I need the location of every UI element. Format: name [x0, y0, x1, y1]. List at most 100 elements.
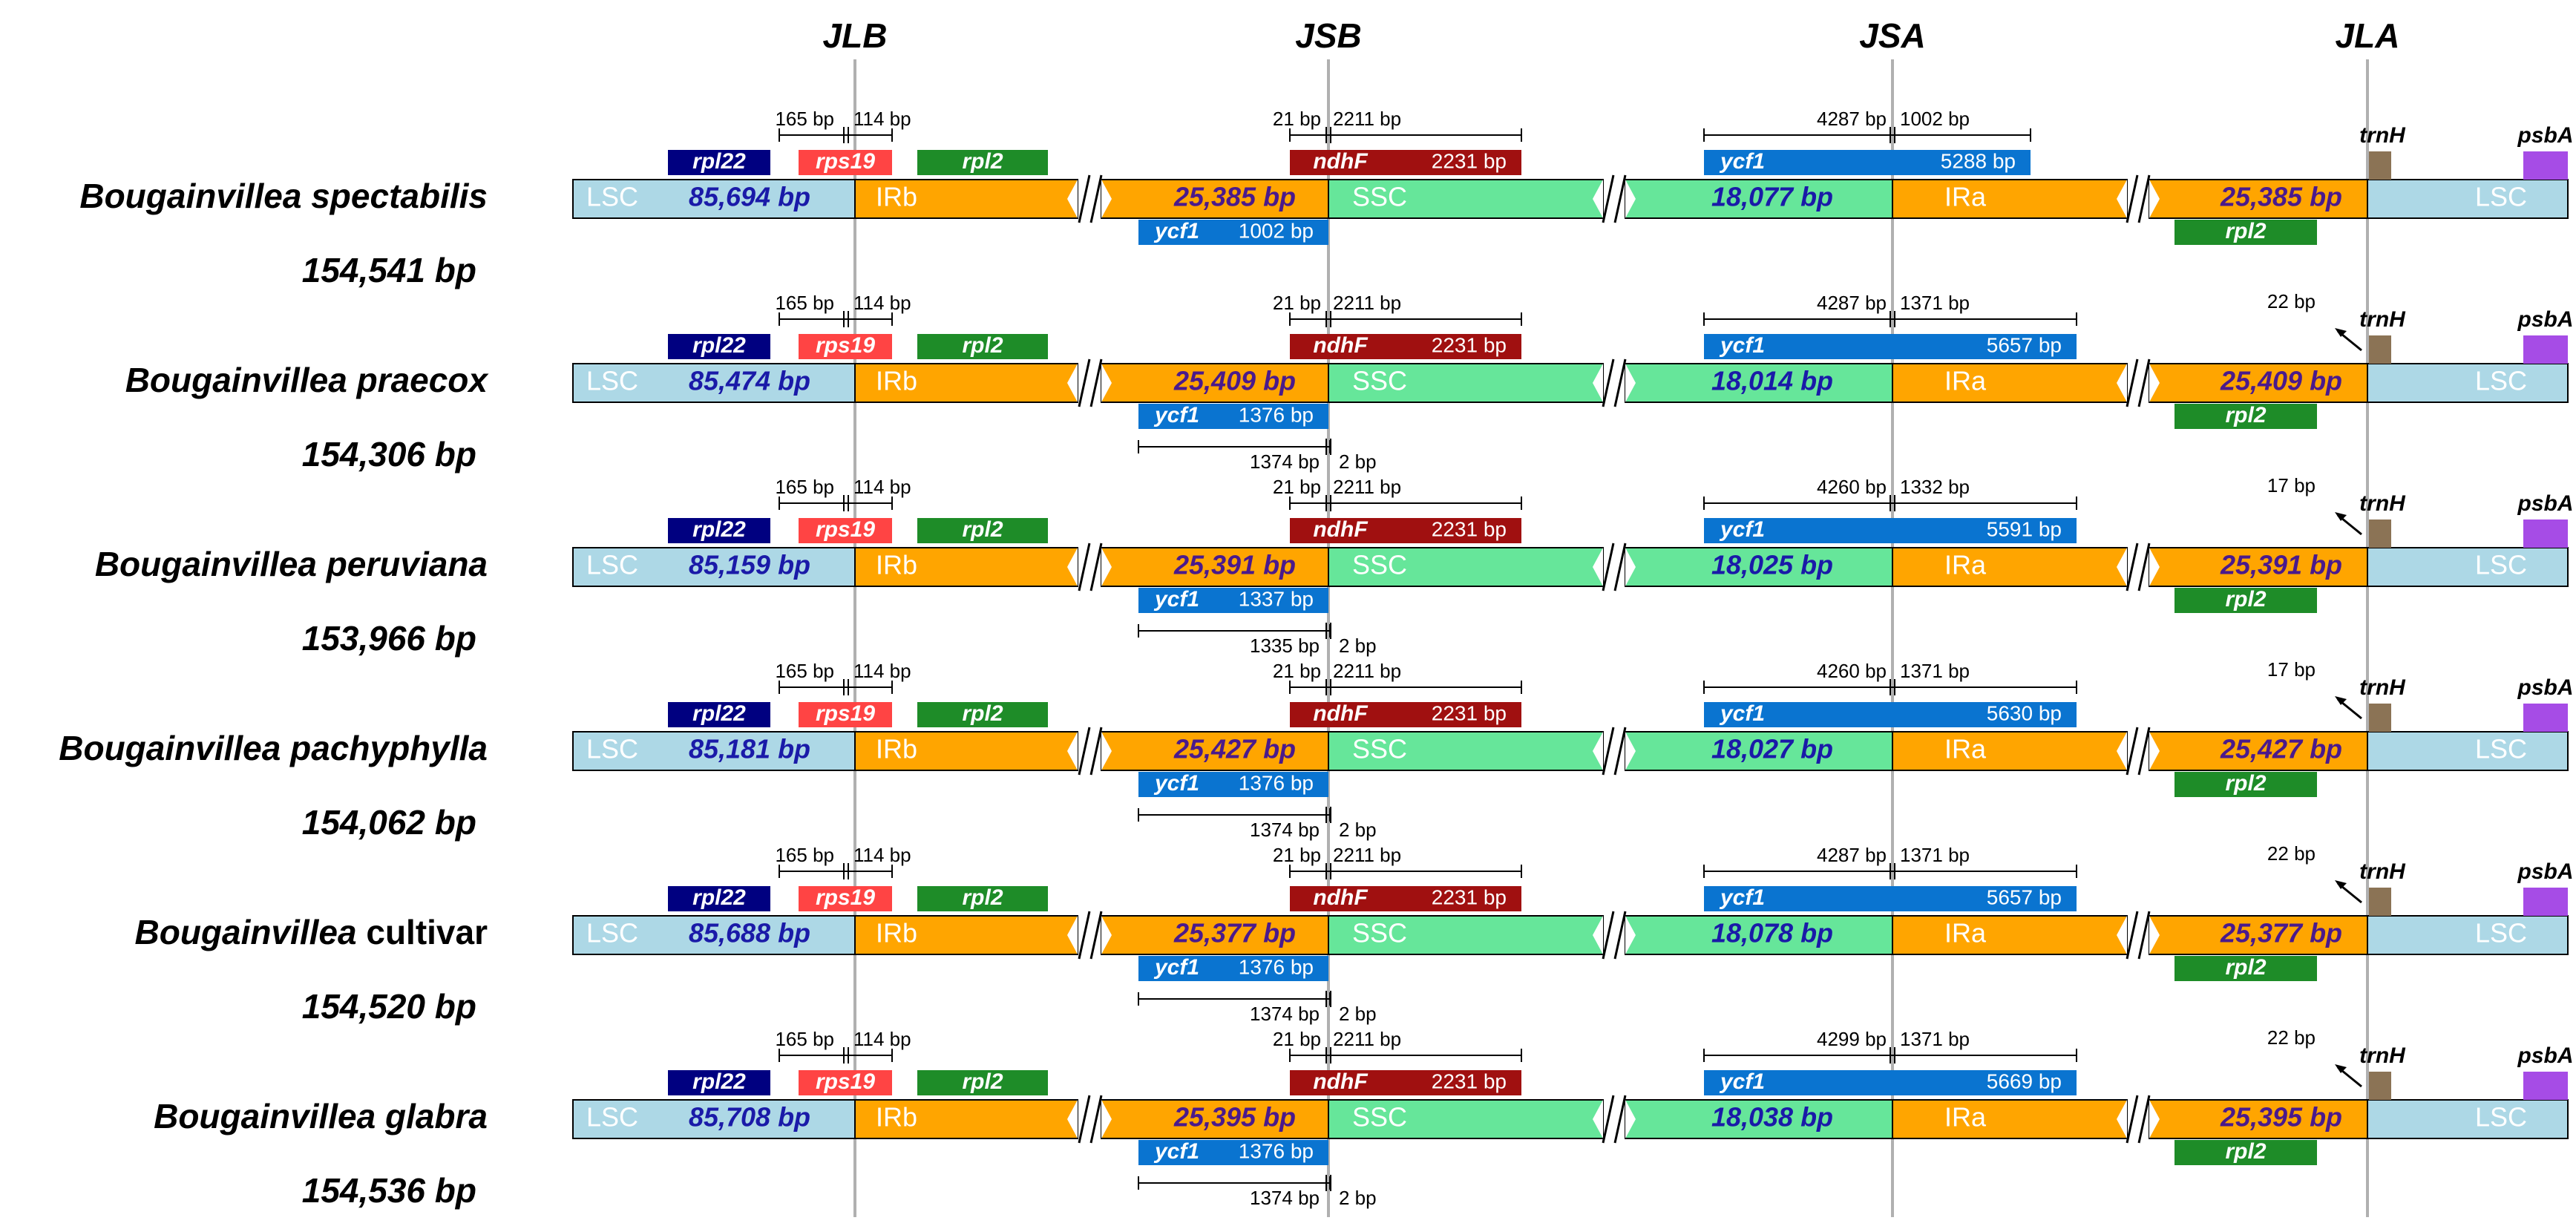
ssc-region — [1328, 363, 1604, 403]
arrow-notch — [1593, 548, 1603, 586]
ycf1-length: 5669 bp — [1987, 1069, 2062, 1092]
pointer-arrowhead — [2335, 328, 2347, 337]
ycf1-irb-ruler — [1138, 807, 1331, 823]
ycf1-irb-length: 1376 bp — [1239, 771, 1314, 794]
ycf1-irb-left-length: 1374 bp — [1250, 819, 1320, 841]
ycf1-gene — [1704, 334, 2077, 359]
break-mark — [2126, 174, 2139, 223]
arrow-notch — [1625, 1100, 1636, 1138]
trnh-label: trnH — [2359, 1043, 2406, 1068]
ycf1-label: ycf1 — [1153, 219, 1199, 243]
genome-size: 154,306 bp — [302, 435, 476, 473]
break-mark — [1078, 727, 1091, 776]
break-mark — [2137, 358, 2151, 407]
ycf1-left-length: 4260 bp — [1817, 660, 1887, 682]
ndhf-label: ndhF — [1313, 333, 1368, 358]
ssc-region — [1328, 915, 1604, 955]
ndhf-ruler — [1289, 495, 1522, 511]
species-epithet: praecox — [355, 361, 490, 399]
ycf1-ruler — [1703, 679, 2077, 695]
arrow-notch — [1067, 916, 1078, 954]
trnh-gene — [2369, 888, 2391, 916]
rpl2-label: rpl2 — [962, 1069, 1003, 1094]
rpl22-gene — [668, 1070, 770, 1095]
psba-gene — [2523, 520, 2568, 548]
arrow-notch — [1101, 732, 1112, 770]
species-row: Bougainvillea pachyphylla LSC 85,181 bp IRb… — [59, 658, 2573, 841]
rpl22-label: rpl22 — [692, 701, 746, 726]
break-mark — [1602, 358, 1615, 407]
ycf1-length: 5288 bp — [1941, 149, 2016, 172]
irb-region — [854, 915, 1078, 955]
arrow-notch — [1593, 180, 1603, 218]
ycf1-gene — [1704, 886, 2077, 911]
ira-length: 25,391 bp — [2220, 550, 2342, 580]
jlb-ruler — [779, 311, 893, 327]
ssc-region-continued — [1625, 915, 1893, 955]
rpl2-label: rpl2 — [962, 701, 1003, 726]
ycf1-irb-left-length: 1374 bp — [1250, 450, 1320, 473]
rpl2-ira-gene — [2174, 772, 2317, 797]
ndhf-gene — [1290, 150, 1521, 175]
ycf1-irb-gene — [1138, 772, 1328, 797]
rpl22-gene — [668, 150, 770, 175]
ycf1-gene — [1704, 150, 2031, 175]
break-mark — [1602, 174, 1615, 223]
rps19-label: rps19 — [816, 333, 875, 358]
ira-label: IRa — [1944, 366, 1987, 396]
genome-size: 154,062 bp — [302, 803, 476, 842]
rpl22-label: rpl22 — [692, 517, 746, 542]
ndhf-length: 2231 bp — [1432, 517, 1507, 540]
ira-region-continued — [2149, 363, 2368, 403]
junction-label-jla: JLA — [2336, 16, 2400, 55]
jlb-right-length: 114 bp — [853, 660, 911, 682]
break-mark — [1078, 174, 1091, 223]
arrow-notch — [1067, 180, 1078, 218]
arrow-notch — [1101, 548, 1112, 586]
ndhf-left-length: 21 bp — [1273, 660, 1321, 682]
trnh-gene — [2369, 520, 2391, 548]
ycf1-label: ycf1 — [1153, 403, 1199, 427]
irb-region-continued — [1101, 547, 1329, 587]
ndhf-left-length: 21 bp — [1273, 292, 1321, 314]
ira-length: 25,377 bp — [2220, 918, 2342, 948]
ndhf-gene — [1290, 334, 1521, 359]
arrow-notch — [1593, 916, 1603, 954]
jlb-left-length: 165 bp — [775, 660, 834, 682]
break-mark — [1078, 358, 1091, 407]
ndhf-label: ndhF — [1313, 149, 1368, 174]
species-genus: Bougainvillea — [154, 1097, 385, 1135]
ndhf-label: ndhF — [1313, 517, 1368, 542]
species-row: Bougainvillea peruviana LSC 85,159 bp IRb 25… — [95, 474, 2574, 657]
ycf1-irb-ruler — [1138, 439, 1331, 455]
ycf1-irb-gene — [1138, 220, 1328, 245]
ycf1-left-length: 4287 bp — [1817, 108, 1887, 130]
psba-label: psbA — [2517, 675, 2574, 700]
ycf1-irb-gene — [1138, 956, 1328, 981]
species-genus: Bougainvillea — [79, 177, 311, 215]
species-epithet: peruviana — [325, 545, 488, 583]
rpl2-gene — [917, 702, 1048, 727]
lsc-label: LSC — [586, 550, 638, 580]
rpl22-gene — [668, 702, 770, 727]
break-mark — [1602, 911, 1615, 960]
ira-label: IRa — [1944, 182, 1987, 212]
arrow-notch — [2117, 548, 2127, 586]
rpl2-label: rpl2 — [962, 149, 1003, 174]
rps19-gene — [799, 150, 892, 175]
jlb-left-length: 165 bp — [775, 844, 834, 866]
rpl2-gene — [917, 150, 1048, 175]
ycf1-label: ycf1 — [1719, 701, 1765, 726]
species-name: Bougainvillea praecox — [125, 361, 490, 399]
trnh-label: trnH — [2359, 859, 2406, 884]
species-row: Bougainvillea glabra LSC 85,708 bp IRb 25,39… — [154, 1026, 2573, 1209]
jlb-left-length: 165 bp — [775, 108, 834, 130]
trnh-label: trnH — [2359, 491, 2406, 516]
rpl2-label: rpl2 — [2225, 587, 2266, 612]
ira-label: IRa — [1944, 550, 1987, 580]
ndhf-left-length: 21 bp — [1273, 1028, 1321, 1050]
rpl2-label: rpl2 — [962, 333, 1003, 358]
ndhf-label: ndhF — [1313, 1069, 1368, 1094]
lsc-region — [572, 731, 856, 771]
ira-length: 25,409 bp — [2220, 366, 2342, 396]
